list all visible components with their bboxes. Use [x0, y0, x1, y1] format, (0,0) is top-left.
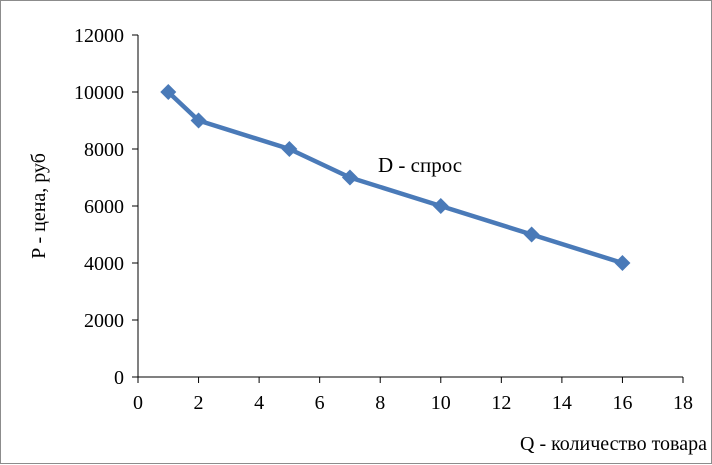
x-tick-label: 6: [315, 392, 325, 414]
data-point-marker: [432, 198, 449, 214]
x-tick-label: 2: [194, 392, 204, 414]
demand-line: [166, 89, 625, 266]
x-axis-title: Q - количество товара: [520, 433, 707, 455]
axes: [137, 35, 683, 378]
y-tick-label: 8000: [84, 139, 124, 161]
y-tick-label: 2000: [84, 310, 124, 332]
demand-curve-label: D - спрос: [378, 153, 462, 177]
x-tick-label: 18: [673, 392, 693, 414]
y-tick-label: 10000: [74, 82, 124, 104]
series: [160, 84, 631, 271]
x-tick-label: 14: [552, 392, 572, 414]
x-tick-label: 12: [491, 392, 511, 414]
y-axis-title: P - цена, руб: [28, 153, 50, 259]
y-tick-label: 12000: [74, 25, 124, 47]
data-point-marker: [614, 255, 631, 271]
x-ticks: 0 2 4 6 8 10 12 14 16 18: [133, 377, 693, 414]
x-tick-label: 8: [375, 392, 385, 414]
x-tick-label: 16: [612, 392, 632, 414]
x-tick-label: 10: [431, 392, 451, 414]
data-point-marker: [341, 169, 358, 186]
data-point-marker: [160, 84, 177, 100]
x-tick-label: 0: [133, 392, 143, 414]
y-tick-label: 4000: [84, 253, 124, 275]
y-tick-label: 0: [114, 367, 124, 389]
x-tick-label: 4: [254, 392, 264, 414]
data-point-marker: [281, 141, 298, 157]
y-tick-label: 6000: [84, 196, 124, 218]
y-ticks: 0 2000 4000 6000 8000 10000 12000: [74, 25, 138, 389]
data-point-marker: [190, 112, 207, 129]
data-point-marker: [523, 226, 540, 243]
